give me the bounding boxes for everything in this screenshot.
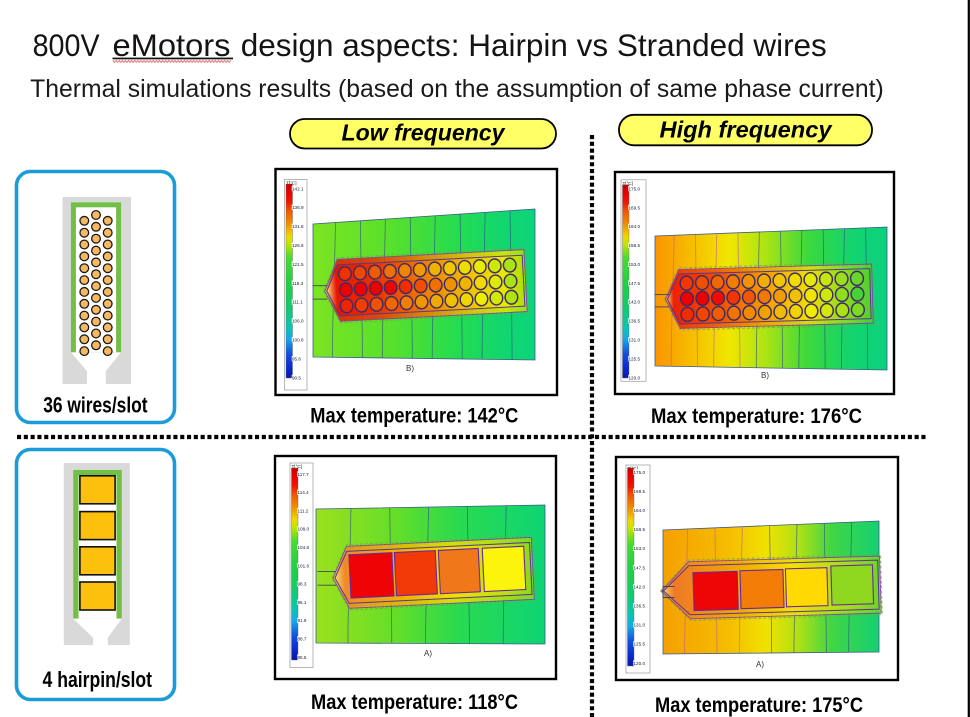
svg-text:136.9: 136.9 (292, 205, 304, 210)
svg-text:120.0: 120.0 (634, 661, 646, 666)
svg-text:98.3: 98.3 (298, 582, 307, 587)
svg-text:169.5: 169.5 (629, 205, 641, 210)
svg-text:108.0: 108.0 (298, 527, 310, 532)
svg-text:A): A) (424, 649, 432, 658)
svg-text:106.0: 106.0 (292, 319, 304, 324)
svg-text:800V: 800V (33, 27, 100, 63)
svg-text:Max temperature: 175°C: Max temperature: 175°C (655, 694, 863, 717)
svg-text:T[°C]: T[°C] (286, 181, 297, 186)
svg-text:111.2: 111.2 (298, 508, 309, 513)
svg-text:116.3: 116.3 (292, 281, 304, 286)
svg-text:131.0: 131.0 (629, 338, 641, 343)
svg-text:T[°C]: T[°C] (292, 464, 303, 469)
svg-text:126.6: 126.6 (292, 243, 304, 248)
svg-text:101.6: 101.6 (298, 563, 310, 568)
svg-text:T[°C]: T[°C] (623, 181, 634, 186)
svg-text:169.5: 169.5 (634, 489, 646, 494)
svg-text:Low frequency: Low frequency (342, 120, 506, 146)
svg-text:104.8: 104.8 (298, 545, 310, 550)
svg-text:A): A) (756, 660, 764, 669)
svg-text:175.0: 175.0 (629, 186, 641, 191)
svg-text:Max temperature: 176°C: Max temperature: 176°C (651, 405, 862, 428)
svg-text:Max temperature: 142°C: Max temperature: 142°C (310, 404, 518, 427)
svg-text:eMotors: eMotors (113, 27, 231, 63)
svg-text:design aspects: Hairpin vs Str: design aspects: Hairpin vs Stranded wire… (241, 27, 827, 63)
svg-text:91.9: 91.9 (298, 618, 307, 623)
svg-text:158.5: 158.5 (629, 243, 641, 248)
svg-text:100.8: 100.8 (292, 338, 304, 343)
svg-text:95.1: 95.1 (298, 600, 307, 605)
svg-text:117.7: 117.7 (298, 472, 310, 477)
svg-text:B): B) (406, 364, 414, 373)
svg-text:36 wires/slot: 36 wires/slot (43, 392, 148, 417)
svg-text:88.7: 88.7 (298, 637, 307, 642)
svg-text:136.5: 136.5 (629, 319, 641, 324)
svg-text:147.5: 147.5 (634, 565, 646, 570)
svg-text:B): B) (761, 371, 769, 380)
svg-text:158.5: 158.5 (634, 527, 646, 532)
svg-text:131.8: 131.8 (292, 224, 304, 229)
svg-text:90.5: 90.5 (292, 375, 301, 380)
svg-text:142.0: 142.0 (634, 584, 646, 589)
svg-text:147.5: 147.5 (629, 281, 641, 286)
svg-text:131.0: 131.0 (634, 623, 646, 628)
svg-text:125.5: 125.5 (634, 642, 646, 647)
svg-text:125.5: 125.5 (629, 356, 641, 361)
svg-text:142.1: 142.1 (292, 186, 304, 191)
svg-text:153.0: 153.0 (634, 546, 646, 551)
svg-text:164.0: 164.0 (634, 508, 646, 513)
svg-text:114.4: 114.4 (298, 490, 310, 495)
svg-text:175.0: 175.0 (634, 470, 646, 475)
svg-text:136.5: 136.5 (634, 604, 646, 609)
svg-text:164.0: 164.0 (629, 224, 641, 229)
svg-text:Max temperature: 118°C: Max temperature: 118°C (311, 691, 518, 714)
svg-text:153.0: 153.0 (629, 262, 641, 267)
svg-text:111.1: 111.1 (292, 300, 303, 305)
svg-text:4 hairpin/slot: 4 hairpin/slot (43, 667, 153, 692)
svg-text:85.5: 85.5 (298, 655, 307, 660)
svg-text:95.6: 95.6 (292, 356, 301, 361)
svg-text:142.0: 142.0 (629, 300, 641, 305)
svg-text:121.5: 121.5 (292, 262, 304, 267)
svg-text:120.0: 120.0 (629, 375, 641, 380)
svg-text:High frequency: High frequency (660, 117, 833, 143)
svg-text:Thermal simulations results (b: Thermal simulations results (based on th… (30, 76, 884, 103)
